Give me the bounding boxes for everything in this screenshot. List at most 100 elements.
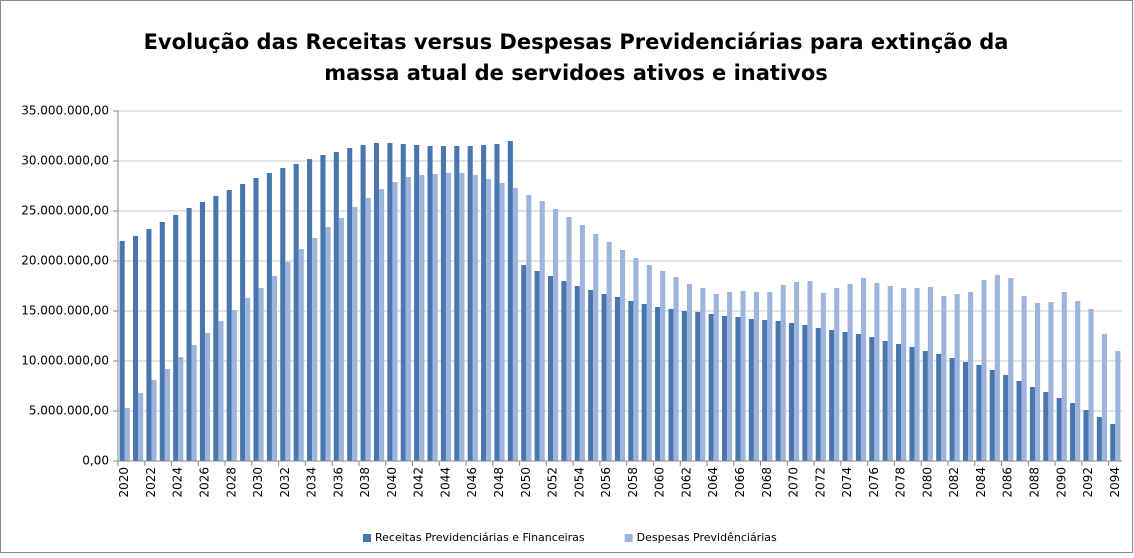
bar (499, 183, 505, 461)
x-tick-label: 2036 (331, 467, 345, 498)
bar (1008, 278, 1014, 461)
bar (526, 195, 532, 461)
bar (521, 265, 527, 461)
x-tick-label: 2070 (787, 467, 801, 498)
bar (1003, 375, 1009, 461)
x-tick-label: 2052 (546, 467, 560, 498)
bar (539, 201, 545, 461)
bar (708, 314, 714, 461)
legend-label: Receitas Previdenciárias e Financeiras (375, 531, 585, 544)
y-tick-label: 35.000.000,00 (21, 104, 109, 118)
bar (164, 369, 170, 461)
bar (392, 182, 398, 461)
bar (968, 292, 974, 461)
bar (151, 380, 157, 461)
x-tick-label: 2054 (572, 467, 586, 498)
bar (146, 229, 152, 461)
bar (1096, 417, 1102, 461)
bar (686, 284, 693, 461)
legend-swatch (624, 534, 633, 542)
bar (159, 222, 165, 461)
x-tick-label: 2058 (626, 467, 640, 498)
bar (365, 198, 371, 461)
x-tick-label: 2020 (117, 467, 131, 498)
bar (815, 328, 821, 461)
bar (124, 408, 130, 461)
bar (962, 362, 969, 461)
x-tick-label: 2082 (947, 467, 961, 498)
x-tick-label: 2024 (171, 467, 185, 498)
chart-title: massa atual de servidoes ativos e inativ… (324, 61, 828, 85)
bar (199, 202, 206, 461)
bar (641, 304, 647, 461)
bar (1101, 334, 1108, 461)
x-tick-label: 2084 (974, 467, 988, 498)
bar (842, 332, 848, 461)
bar (507, 141, 513, 461)
x-tick-label: 2092 (1081, 467, 1095, 498)
bar (427, 146, 433, 461)
x-tick-label: 2038 (358, 467, 372, 498)
bar (829, 330, 835, 461)
bar (414, 145, 420, 461)
bar (628, 301, 634, 461)
bar (387, 143, 393, 461)
bar (467, 146, 473, 461)
x-tick-label: 2068 (760, 467, 774, 498)
bar (954, 294, 960, 461)
bar (989, 370, 995, 461)
bar (534, 271, 540, 461)
bar (874, 283, 880, 461)
bar (373, 143, 380, 461)
bar (1115, 351, 1121, 461)
bar (681, 311, 687, 461)
bar (660, 271, 666, 461)
bar (512, 188, 518, 461)
bar (887, 286, 893, 461)
bar (1110, 424, 1116, 461)
bar (713, 294, 719, 461)
y-tick-label: 0,00 (82, 454, 109, 468)
bar (253, 178, 259, 461)
x-tick-label: 2066 (733, 467, 747, 498)
bar (333, 152, 339, 461)
bar (574, 286, 580, 461)
bar (1016, 381, 1022, 461)
bar (1070, 403, 1076, 461)
bar (860, 278, 867, 461)
x-tick-label: 2056 (599, 467, 613, 498)
bar (1061, 292, 1067, 461)
x-tick-label: 2074 (840, 467, 854, 498)
bar (847, 284, 853, 461)
bar (312, 238, 318, 461)
bar (445, 173, 452, 461)
bar (981, 280, 987, 461)
bar (245, 298, 251, 461)
bar (588, 290, 594, 461)
bar (882, 341, 888, 461)
y-tick-label: 25.000.000,00 (21, 204, 109, 218)
bar (794, 282, 800, 461)
bar (494, 144, 500, 461)
y-tick-label: 15.000.000,00 (21, 304, 109, 318)
x-tick-label: 2048 (492, 467, 506, 498)
bar (360, 145, 366, 461)
bar (1034, 303, 1041, 461)
bar (869, 337, 875, 461)
bar (352, 207, 358, 461)
bar (440, 146, 446, 461)
bar (1021, 296, 1027, 461)
bar (307, 159, 313, 461)
legend-label: Despesas Previdênciárias (637, 531, 777, 544)
x-tick-label: 2072 (813, 467, 827, 498)
bar (593, 234, 599, 461)
bar (320, 155, 326, 461)
bar (1075, 301, 1081, 461)
bar (280, 168, 286, 461)
bar (566, 217, 572, 461)
x-tick-label: 2032 (278, 467, 292, 498)
y-tick-label: 30.000.000,00 (21, 154, 109, 168)
x-tick-label: 2080 (920, 467, 934, 498)
bar (486, 179, 492, 461)
bar (909, 347, 915, 461)
